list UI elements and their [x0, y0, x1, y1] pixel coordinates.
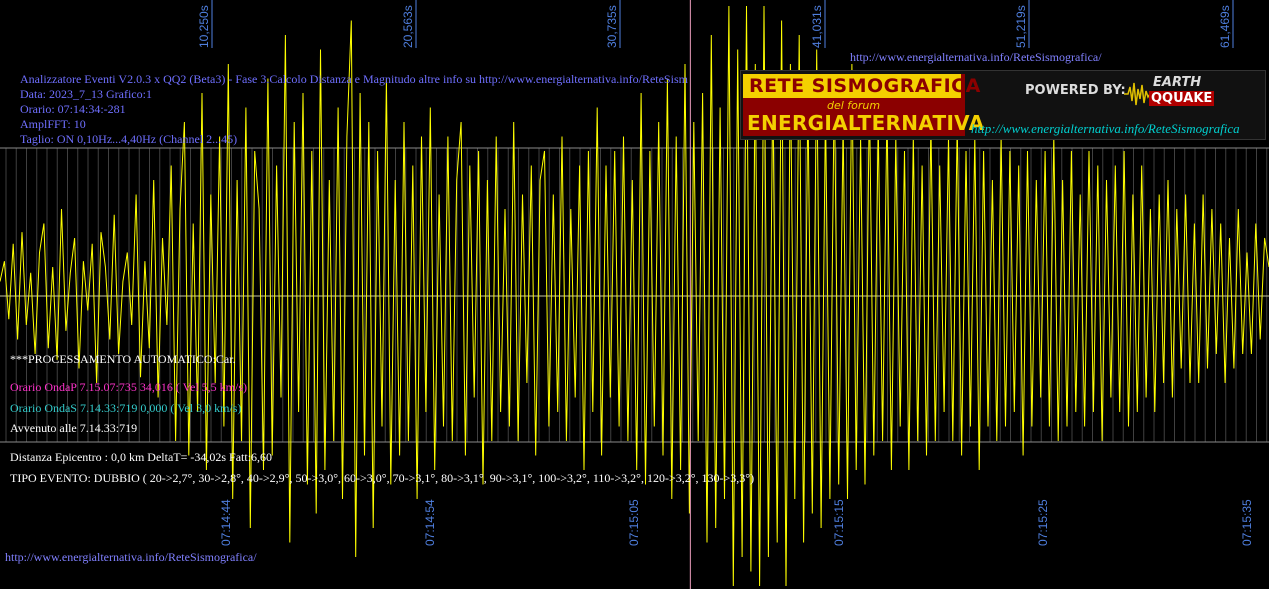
bottom-url[interactable]: http://www.energialternativa.info/ReteSi… [5, 550, 257, 564]
top-url[interactable]: http://www.energialternativa.info/ReteSi… [850, 50, 1102, 64]
ampl-line: AmplFFT: 10 [20, 117, 86, 131]
bottom-tick-labels: 07:14:44 07:14:54 07:15:05 07:15:15 07:15:25… [219, 499, 1254, 546]
orario-line: Orario: 07:14:34:-281 [20, 102, 126, 116]
bottom-tick-label: 07:15:25 [1036, 499, 1050, 546]
bottom-tick-label: 07:14:54 [423, 499, 437, 546]
top-tick-label: 61,469s [1218, 5, 1232, 48]
top-tick-label: 20,563s [401, 5, 415, 48]
onda-p-line: Orario OndaP 7.15.07:735 34,016 ( Vel 5,… [10, 380, 247, 394]
chart-grid [5, 148, 1268, 442]
title-line: Analizzatore Eventi V2.0.3 x QQ2 (Beta3)… [20, 72, 688, 86]
rete-logo-yellow-band [743, 74, 961, 98]
taglio-line: Taglio: ON 0,10Hz...4,40Hz (Channel 2...… [20, 132, 238, 146]
processing-header: ***PROCESSAMENTO AUTOMATICO:Car. [10, 352, 236, 366]
rete-logo-forum: del forum [827, 99, 881, 112]
bottom-tick-label: 07:14:44 [219, 499, 233, 546]
tipo-evento-line: TIPO EVENTO: DUBBIO ( 20->2,7°, 30->2,8°… [10, 471, 755, 485]
rete-logo-subtitle: ENERGIALTERNATIVA [747, 111, 985, 135]
data-line: Data: 2023_7_13 Grafico:1 [20, 87, 152, 101]
bottom-tick-label: 07:15:05 [627, 499, 641, 546]
bottom-tick-label: 07:15:15 [832, 499, 846, 546]
earth-logo-text: EARTH [1153, 75, 1202, 90]
top-tick-label: 41,031s [810, 5, 824, 48]
seismic-wave-icon [1124, 82, 1154, 106]
top-tick-label: 10,250s [197, 5, 211, 48]
avvenuto-line: Avvenuto alle 7.14.33:719 [10, 421, 138, 435]
top-tick-label: 30,735s [605, 5, 619, 48]
distanza-line: Distanza Epicentro : 0,0 km DeltaT= -34,… [10, 450, 273, 464]
banner-url[interactable]: http://www.energialternativa.info/ReteSi… [971, 121, 1240, 136]
onda-s-line: Orario OndaS 7.14.33:719 0,000 ( Vel 3,0… [10, 401, 242, 415]
bottom-tick-label: 07:15:35 [1240, 499, 1254, 546]
rete-sismografica-banner[interactable]: RETE SISMOGRAFICA del forum ENERGIALTERN… [740, 70, 1266, 140]
top-tick-labels: 10,250s 20,563s 30,735s 41,031s 51,219s 61,46… [197, 0, 1234, 48]
rete-logo-title: RETE SISMOGRAFICA [749, 75, 981, 97]
qquake-logo-text: QQUAKE [1149, 91, 1215, 106]
seismic-trace [0, 5, 1269, 587]
powered-by-label: POWERED BY: [1025, 83, 1126, 98]
top-tick-label: 51,219s [1014, 5, 1028, 48]
